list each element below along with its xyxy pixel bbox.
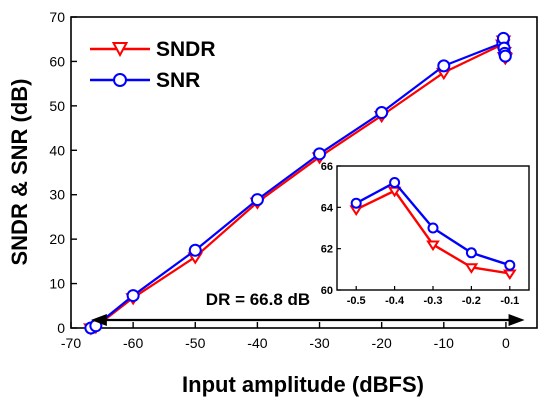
data-point-snr xyxy=(350,197,362,209)
dr-label: DR = 66.8 dB xyxy=(206,290,310,309)
data-point-sndr xyxy=(426,240,440,252)
data-point-sndr xyxy=(464,263,479,274)
main-series-group xyxy=(83,31,514,336)
data-point-snr xyxy=(437,59,451,73)
y-tick-label: 30 xyxy=(49,187,65,203)
y-tick-label: 70 xyxy=(49,9,65,25)
y-tick-label: 50 xyxy=(49,98,65,114)
dr-annotation: DR = 66.8 dB xyxy=(90,290,525,326)
legend-label-sndr: SNDR xyxy=(156,38,216,61)
inset-x-tick-label: -0.1 xyxy=(500,295,519,307)
dr-arrow-head-left xyxy=(90,314,107,326)
data-point-snr xyxy=(126,289,140,303)
data-point-snr xyxy=(427,222,439,234)
inset-x-tick-label: -0.5 xyxy=(347,295,366,307)
x-tick-label: -70 xyxy=(61,335,81,351)
inset-x-tick-label: -0.4 xyxy=(385,295,405,307)
x-axis-title: Input amplitude (dBFS) xyxy=(182,372,424,397)
inset-y-tick-label: 62 xyxy=(321,244,333,256)
y-tick-label: 0 xyxy=(57,320,65,336)
y-axis-title: SNDR & SNR (dB) xyxy=(7,79,32,266)
x-tick-label: 0 xyxy=(502,335,510,351)
legend-marker-snr xyxy=(113,73,127,87)
legend: SNDR SNR xyxy=(90,38,216,92)
y-tick-label: 20 xyxy=(49,231,65,247)
inset-y-tick-label: 66 xyxy=(321,161,333,173)
main-axis-ticks: -70 -60 -50 -40 -30 -20 -10 0 0 10 20 30 40 50 60 70 xyxy=(49,9,510,351)
data-point-snr xyxy=(188,243,202,257)
x-tick-label: -20 xyxy=(372,335,392,351)
inset-y-tick-label: 64 xyxy=(321,202,334,214)
y-tick-label: 60 xyxy=(49,53,65,69)
main-plot-frame xyxy=(70,16,538,329)
inset-x-tick-label: -0.3 xyxy=(424,295,443,307)
legend-label-snr: SNR xyxy=(156,69,200,92)
inset-axis-ticks: -0.5 -0.4 -0.3 -0.2 -0.1 60 62 64 66 xyxy=(321,161,520,307)
dr-arrow-head-right xyxy=(508,314,525,326)
inset-y-tick-label: 60 xyxy=(321,285,333,297)
inset-x-tick-label: -0.2 xyxy=(462,295,481,307)
x-tick-label: -30 xyxy=(309,335,329,351)
data-point-snr xyxy=(389,177,401,189)
y-tick-label: 10 xyxy=(49,276,65,292)
x-tick-label: -40 xyxy=(247,335,267,351)
data-point-snr xyxy=(498,49,512,63)
legend-marker-sndr xyxy=(111,42,129,58)
data-point-snr xyxy=(375,106,389,120)
x-tick-label: -60 xyxy=(123,335,143,351)
data-point-snr xyxy=(250,193,264,207)
x-tick-label: -10 xyxy=(434,335,454,351)
data-point-snr xyxy=(465,247,477,259)
x-tick-label: -50 xyxy=(185,335,205,351)
data-point-snr xyxy=(313,147,327,161)
y-tick-label: 40 xyxy=(49,142,65,158)
inset-series-group xyxy=(349,177,517,281)
data-point-snr xyxy=(504,259,516,271)
